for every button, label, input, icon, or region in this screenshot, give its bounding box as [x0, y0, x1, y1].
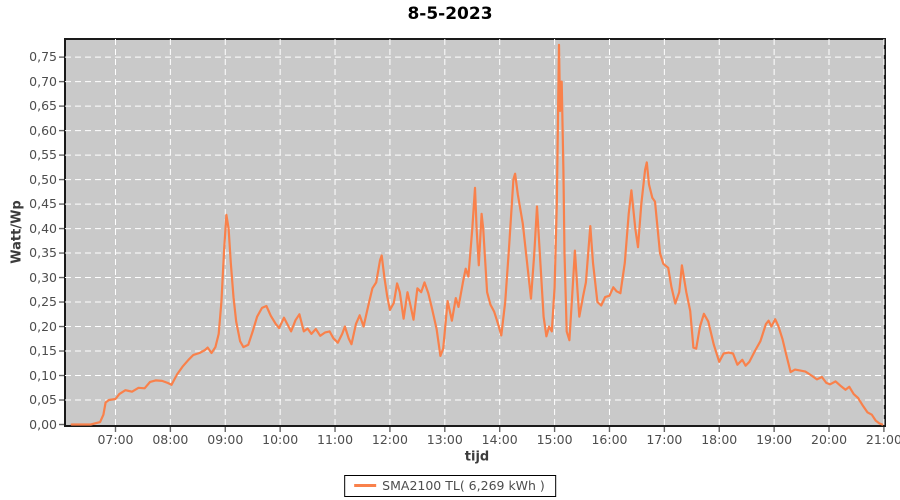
plot-background [64, 38, 886, 427]
x-tick-label: 08:00 [152, 432, 189, 447]
y-axis-title: Watt/Wp [9, 200, 25, 264]
legend-line-swatch-icon [354, 484, 377, 487]
y-tick-label: 0,10 [29, 367, 57, 383]
y-tick-label: 0,30 [29, 269, 57, 285]
x-tick-label: 12:00 [371, 432, 408, 447]
x-tick-label: 11:00 [317, 432, 354, 447]
plot-area [59, 38, 886, 432]
y-tick-label: 0,00 [29, 416, 57, 432]
x-tick-label: 19:00 [756, 432, 793, 447]
x-tick-label: 15:00 [536, 432, 573, 447]
y-tick-label: 0,35 [29, 245, 57, 261]
x-tick-label: 09:00 [207, 432, 244, 447]
x-tick-label: 13:00 [426, 432, 463, 447]
y-tick-label: 0,60 [29, 122, 57, 138]
y-tick-label: 0,40 [29, 220, 57, 236]
x-axis-title: tijd [464, 449, 490, 465]
series-line [70, 43, 884, 426]
y-tick-label: 0,05 [29, 392, 57, 407]
y-tick-label: 0,55 [29, 147, 57, 163]
x-tick-label: 21:00 [865, 432, 900, 447]
chart-title: 8-5-2023 [407, 4, 493, 24]
x-tick-label: 18:00 [701, 432, 738, 447]
x-tick-label: 10:00 [262, 432, 299, 447]
x-tick-label: 07:00 [97, 432, 134, 447]
x-tick-label: 14:00 [481, 432, 518, 447]
y-tick-label: 0,50 [29, 171, 57, 187]
y-tick-label: 0,25 [29, 294, 57, 310]
x-tick-label: 20:00 [811, 432, 848, 447]
legend-series-label: SMA2100 TL( 6,269 kWh ) [382, 478, 545, 493]
y-tick-label: 0,45 [29, 196, 57, 212]
y-tick-label: 0,70 [29, 73, 57, 89]
y-tick-label: 0,65 [29, 98, 57, 114]
y-tick-label: 0,15 [29, 343, 57, 359]
x-tick-label: 16:00 [591, 432, 628, 447]
y-tick-label: 0,75 [29, 49, 57, 65]
y-tick-label: 0,20 [29, 318, 57, 334]
x-tick-label: 17:00 [646, 432, 683, 447]
legend-box: SMA2100 TL( 6,269 kWh ) [344, 475, 556, 497]
